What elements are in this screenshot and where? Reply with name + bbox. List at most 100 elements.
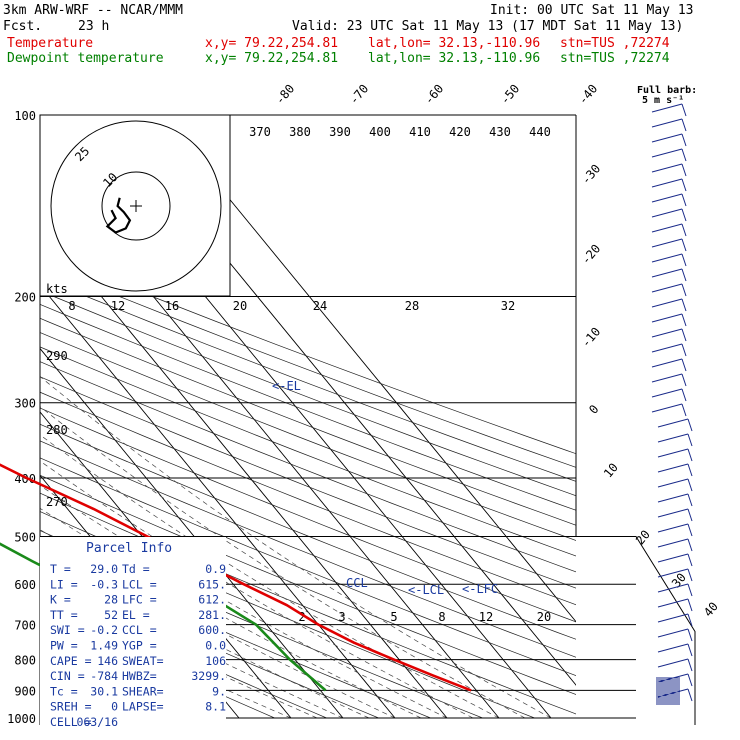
isotherm-line [40, 220, 448, 719]
wind-barb [657, 613, 689, 623]
wind-barb [651, 238, 683, 248]
pressure-label: 600 [14, 578, 36, 592]
parcel-key: CAPE = [50, 654, 92, 668]
mixing-ratio-label: 5 [390, 610, 397, 624]
wind-barb-feather [687, 688, 693, 702]
isotherm-line [40, 347, 344, 719]
mixing-ratio-label: 8 [438, 610, 445, 624]
parcel-info-title: Parcel Info [86, 541, 172, 556]
wind-barb-feather [681, 298, 687, 312]
wind-barb [657, 553, 689, 563]
parcel-key: LI = [50, 577, 78, 591]
parcel-value: 52 [104, 608, 118, 622]
parcel-value: 29.0 [90, 562, 118, 576]
wind-barb-feather [687, 553, 693, 567]
temperature-legend-station: stn=TUS ,72274 [560, 36, 670, 51]
parcel-value: 8.1 [205, 700, 226, 714]
wind-barb [657, 493, 689, 503]
parcel-value: -784 [90, 669, 118, 683]
isotherm-label: -20 [579, 242, 604, 268]
theta-e-label: 420 [449, 125, 471, 139]
wind-barb-feather [687, 538, 693, 552]
parcel-value: 30.1 [90, 684, 118, 698]
wind-barb [657, 628, 689, 638]
wind-barb [651, 163, 683, 173]
parcel-key: Td = [122, 562, 150, 576]
wind-barb-feather [681, 133, 687, 147]
temperature-legend-label: Temperature [7, 36, 94, 51]
moist-adiabat-line [40, 549, 370, 719]
dry-adiabat-line [40, 457, 576, 677]
parcel-key: PW = [50, 639, 78, 653]
parcel-key: Tc = [50, 684, 78, 698]
barb-legend-value: 5 m s⁻¹ [642, 95, 684, 106]
parcel-value: 0 [111, 700, 118, 714]
wind-barb-feather [687, 448, 693, 462]
forecast-label: Fcst. [3, 19, 43, 34]
dewpoint-legend-station: stn=TUS ,72274 [560, 51, 670, 66]
wind-barb [651, 283, 683, 293]
wind-barb [657, 583, 689, 593]
parcel-value: 146 [97, 654, 118, 668]
wind-barb-feather [681, 358, 687, 372]
parcel-value: 106 [205, 654, 226, 668]
theta-e-label: 370 [249, 125, 271, 139]
wind-barbs [651, 103, 693, 705]
wind-barb-feather [681, 193, 687, 207]
wind-barb [657, 568, 689, 578]
dry-adiabat-line [40, 251, 576, 455]
parcel-key: SREH = [50, 700, 92, 714]
isotherm-line [40, 284, 396, 719]
sounding-annotation: <-LFC [462, 582, 498, 596]
wind-barb [651, 403, 683, 413]
isotherm-label: 40 [701, 599, 721, 619]
theta-e-label: 390 [329, 125, 351, 139]
wind-barb-feather [681, 253, 687, 267]
parcel-value: 0.9 [205, 562, 226, 576]
parcel-key: SWEAT= [122, 654, 164, 668]
wind-barb [657, 448, 689, 458]
dry-adiabat-line [40, 376, 576, 589]
mixing-ratio-label: 12 [479, 610, 493, 624]
mixing-ratio-label: 20 [537, 610, 551, 624]
pressure-label: 500 [14, 530, 36, 544]
wind-barb [657, 598, 689, 608]
pressure-label: 900 [14, 684, 36, 698]
wind-barb [651, 268, 683, 278]
parcel-key: CCL = [122, 623, 157, 637]
dewpoint-profile [0, 542, 327, 692]
parcel-value: 28 [104, 593, 118, 607]
wind-barb-feather [687, 673, 693, 687]
sounding-annotation: CCL [346, 576, 368, 590]
wind-barb [657, 418, 689, 428]
wind-barb-feather [681, 283, 687, 297]
mixing-ratio-label: 24 [313, 299, 327, 313]
wind-barb-feather [681, 268, 687, 282]
wind-barb-feather [681, 328, 687, 342]
wind-barb-feather [681, 208, 687, 222]
wind-barb-feather [681, 223, 687, 237]
theta-e-labels: 370 380 390 400 410 420 430 440 290 280 270 [46, 125, 551, 509]
dry-adiabat-line [40, 423, 576, 640]
theta-e-label: 380 [289, 125, 311, 139]
wind-barb-feather [681, 313, 687, 327]
wind-barb [657, 433, 689, 443]
mixing-ratio-label: 2 [298, 610, 305, 624]
wind-barb [651, 298, 683, 308]
wind-barb [651, 373, 683, 383]
wind-barb-feather [687, 418, 693, 432]
wind-barb [651, 103, 683, 113]
frame-right-lower [576, 535, 696, 725]
isotherm-label: -60 [422, 82, 447, 108]
wind-barb-feather [687, 583, 693, 597]
theta-e-label: 410 [409, 125, 431, 139]
mixing-ratio-label: 3 [338, 610, 345, 624]
parcel-key: LFC = [122, 593, 157, 607]
isotherm-label: -10 [579, 325, 604, 351]
theta-label: 290 [46, 349, 68, 363]
dry-adiabat-line [40, 391, 576, 606]
pressure-label: 200 [14, 291, 36, 305]
wind-barb-feather [681, 163, 687, 177]
barb-legend-title: Full barb: [637, 85, 697, 96]
wind-barb [651, 118, 683, 128]
